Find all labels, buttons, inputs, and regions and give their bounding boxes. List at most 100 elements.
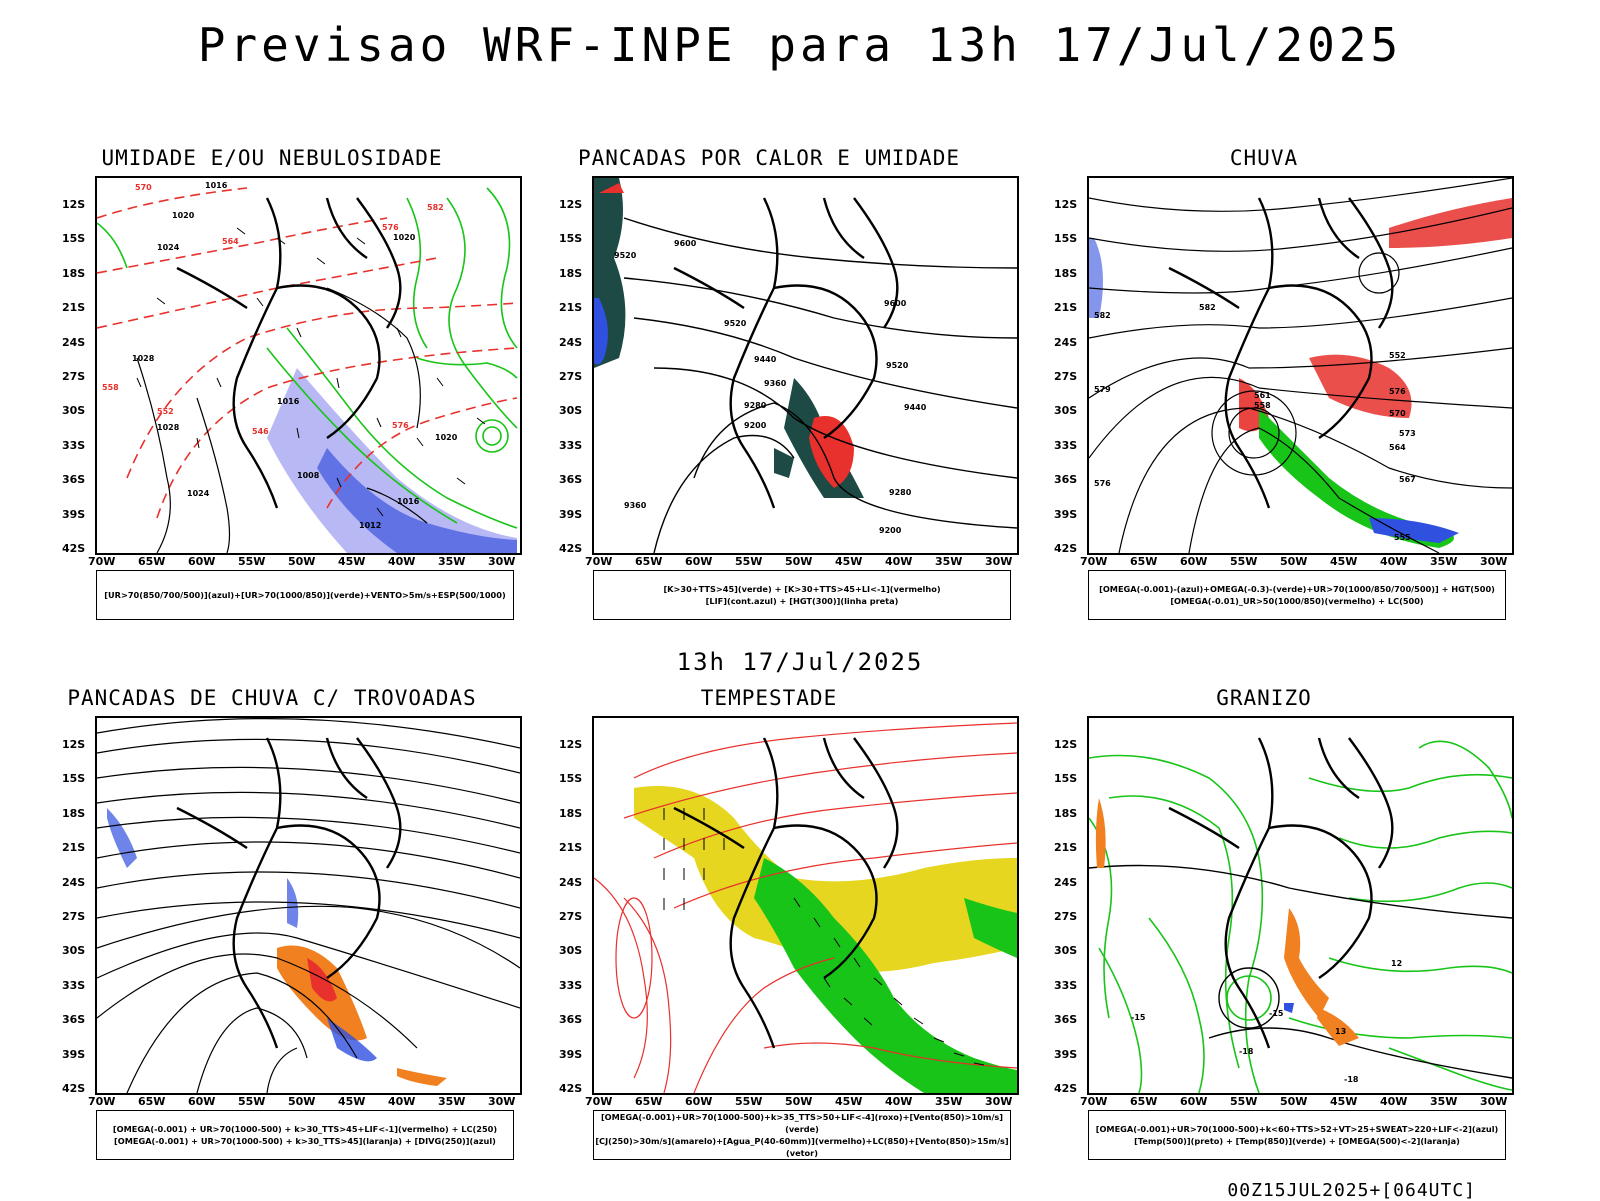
lat-tick-label: 24S bbox=[62, 876, 86, 889]
legend-line: [Temp(500)](preto) + [Temp(850)](verde) … bbox=[1134, 1136, 1460, 1146]
lon-tick-label: 50W bbox=[1280, 555, 1308, 568]
contour-label: 1020 bbox=[435, 433, 458, 442]
lon-tick-label: 60W bbox=[188, 1095, 216, 1108]
contour-label: 561 bbox=[1254, 391, 1271, 400]
contour-label: 9600 bbox=[674, 239, 697, 248]
contour-label: 570 bbox=[1389, 409, 1406, 418]
contour-label: 9600 bbox=[884, 299, 907, 308]
panel-title: PANCADAS DE CHUVA C/ TROVOADAS bbox=[67, 686, 477, 710]
lat-tick-label: 36S bbox=[62, 473, 86, 486]
map-plot: 12 -15 -18 -18 -15 13 bbox=[1089, 737, 1512, 1093]
lat-tick-label: 18S bbox=[62, 807, 86, 820]
lat-tick-label: 27S bbox=[1054, 370, 1078, 383]
panel-umidade: UMIDADE E/OU NEBULOSIDADE bbox=[62, 146, 542, 620]
run-info-footer: 00Z15JUL2025+[064UTC] bbox=[1227, 1180, 1476, 1201]
contour-label: 1016 bbox=[277, 397, 300, 406]
contour-label: 546 bbox=[252, 427, 269, 436]
lat-tick-label: 33S bbox=[559, 439, 583, 452]
lat-tick-label: 12S bbox=[62, 738, 86, 751]
lon-tick-label: 40W bbox=[1380, 1095, 1408, 1108]
lat-tick-label: 36S bbox=[62, 1013, 86, 1026]
lat-tick-label: 27S bbox=[62, 370, 86, 383]
lat-tick-label: 12S bbox=[559, 738, 583, 751]
lon-tick-label: 70W bbox=[585, 1095, 613, 1108]
panel-tempestade: TEMPESTADE bbox=[559, 686, 1039, 1160]
lat-tick-label: 33S bbox=[62, 439, 86, 452]
legend-line: [OMEGA(-0.001)-(azul)+OMEGA(-0.3)-(verde… bbox=[1099, 584, 1495, 594]
lon-tick-label: 50W bbox=[785, 1095, 813, 1108]
map-plot bbox=[594, 722, 1017, 1093]
contour-label: -15 bbox=[1131, 1013, 1146, 1022]
lon-tick-label: 30W bbox=[488, 555, 516, 568]
contour-label: 579 bbox=[1094, 385, 1111, 394]
lat-tick-label: 33S bbox=[1054, 439, 1078, 452]
map-frame: 12 -15 -18 -18 -15 13 bbox=[1087, 716, 1514, 1095]
contour-label: 9280 bbox=[744, 401, 767, 410]
lat-tick-label: 30S bbox=[1054, 944, 1078, 957]
contour-label: 1012 bbox=[359, 521, 381, 530]
lon-tick-label: 50W bbox=[785, 555, 813, 568]
lon-tick-label: 65W bbox=[635, 1095, 663, 1108]
map-plot: 1016 1020 1024 1020 1028 1028 1024 1016 … bbox=[97, 181, 518, 553]
map-plot: 582 576 570 567 564 561 558 555 552 573 … bbox=[1089, 178, 1512, 553]
contour-label: 576 bbox=[1389, 387, 1406, 396]
lat-tick-label: 27S bbox=[62, 910, 86, 923]
legend-line: [K>30+TTS>45](verde) + [K>30+TTS>45+LI<-… bbox=[663, 584, 941, 594]
lon-tick-label: 65W bbox=[1130, 555, 1158, 568]
lon-tick-label: 70W bbox=[1080, 1095, 1108, 1108]
panel-title: CHUVA bbox=[1229, 146, 1299, 170]
lat-tick-label: 15S bbox=[62, 232, 86, 245]
lon-tick-label: 35W bbox=[935, 555, 963, 568]
lat-tick-label: 33S bbox=[62, 979, 86, 992]
lat-tick-label: 24S bbox=[1054, 876, 1078, 889]
panel-title: UMIDADE E/OU NEBULOSIDADE bbox=[101, 146, 443, 170]
lat-tick-label: 12S bbox=[1054, 738, 1078, 751]
contour-label: 558 bbox=[102, 383, 119, 392]
lon-tick-label: 70W bbox=[1080, 555, 1108, 568]
contour-label: 9440 bbox=[904, 403, 927, 412]
contour-label: 576 bbox=[392, 421, 409, 430]
contour-label: 564 bbox=[222, 237, 239, 246]
contour-label: 9200 bbox=[744, 421, 767, 430]
contour-label: 1024 bbox=[157, 243, 180, 252]
contour-label: 9440 bbox=[754, 355, 777, 364]
lon-tick-label: 70W bbox=[88, 555, 116, 568]
lon-tick-label: 45W bbox=[1330, 555, 1358, 568]
forecast-time-subtitle: 13h 17/Jul/2025 bbox=[676, 648, 924, 676]
lon-tick-label: 55W bbox=[1230, 555, 1258, 568]
lat-tick-label: 42S bbox=[559, 542, 583, 555]
lat-tick-label: 27S bbox=[1054, 910, 1078, 923]
lat-tick-label: 30S bbox=[62, 404, 86, 417]
lat-tick-label: 18S bbox=[1054, 807, 1078, 820]
contour-label: 582 bbox=[427, 203, 444, 212]
lat-tick-label: 39S bbox=[62, 1048, 86, 1061]
contour-label: 564 bbox=[1389, 443, 1406, 452]
lon-tick-label: 45W bbox=[835, 1095, 863, 1108]
contour-label: 1028 bbox=[157, 423, 180, 432]
lon-tick-label: 30W bbox=[1480, 1095, 1508, 1108]
lat-tick-label: 27S bbox=[559, 370, 583, 383]
contour-label: 9520 bbox=[724, 319, 747, 328]
panel-granizo: GRANIZO bbox=[1054, 686, 1534, 1160]
lon-tick-label: 45W bbox=[1330, 1095, 1358, 1108]
lat-tick-label: 30S bbox=[62, 944, 86, 957]
contour-label: 9200 bbox=[879, 526, 902, 535]
lon-tick-label: 40W bbox=[388, 555, 416, 568]
panel-chuva: CHUVA bbox=[1054, 146, 1534, 620]
lat-tick-label: 12S bbox=[1054, 198, 1078, 211]
lon-tick-label: 55W bbox=[238, 555, 266, 568]
contour-label: 1016 bbox=[205, 181, 228, 190]
contour-label: 1024 bbox=[187, 489, 210, 498]
contour-label: -15 bbox=[1269, 1009, 1284, 1018]
contour-label: 12 bbox=[1391, 959, 1402, 968]
lat-tick-label: 21S bbox=[559, 841, 583, 854]
lat-tick-label: 30S bbox=[559, 944, 583, 957]
contour-label: 576 bbox=[382, 223, 399, 232]
lon-tick-label: 30W bbox=[488, 1095, 516, 1108]
contour-label: 555 bbox=[1394, 533, 1411, 542]
lon-tick-label: 55W bbox=[735, 1095, 763, 1108]
map-frame: 582 576 570 567 564 561 558 555 552 573 … bbox=[1087, 176, 1514, 555]
lat-tick-label: 39S bbox=[559, 1048, 583, 1061]
lon-tick-label: 35W bbox=[438, 1095, 466, 1108]
panel-pancadas-calor: PANCADAS POR CALOR E UMIDADE bbox=[559, 146, 1039, 620]
